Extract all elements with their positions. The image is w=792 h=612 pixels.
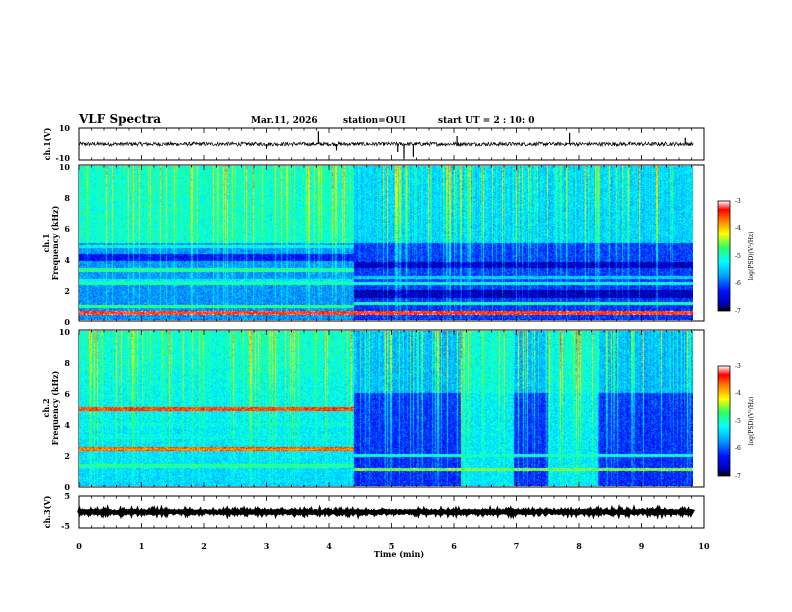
ch2-spectrogram-image (79, 331, 693, 486)
ch2-cb-tick-m5: -5 (735, 418, 741, 425)
x-tick-label-1: 1 (139, 541, 145, 551)
ch1-ytick-top: 10 (59, 123, 71, 133)
ch1-cb-tick-m5: -5 (735, 253, 741, 260)
ch2-spectrogram-ylabel: ch.2 (41, 398, 51, 417)
ch1-cb-tick-m4: -4 (735, 225, 741, 232)
ch2-frequency-label: Frequency (kHz) (50, 370, 60, 445)
ch2-spec-ytick-0: 0 (64, 482, 70, 492)
ch2-spec-ytick-8: 8 (64, 358, 70, 368)
x-tick-label-9: 9 (639, 541, 645, 551)
ch1-colorbar-label: log(PSD)(V²/Hz) (748, 232, 755, 281)
ch3-ytick-top: 5 (64, 491, 70, 501)
ch1-frequency-label: Frequency (kHz) (50, 205, 60, 280)
ch1-spec-ytick-6: 6 (64, 224, 70, 234)
ch1-ytick-bottom: -10 (56, 153, 71, 163)
ch1-spec-ytick-10: 10 (59, 162, 71, 172)
ch1-colorbar (717, 200, 731, 312)
ch1-spec-ytick-8: 8 (64, 193, 70, 203)
ch1-spectrogram-panel: 10 8 6 4 2 0 ch.1 Frequency (kHz) -3 -4 … (41, 162, 755, 327)
ch2-cb-tick-m3: -3 (735, 363, 741, 370)
x-tick-label-4: 4 (326, 541, 332, 551)
ch2-colorbar-label: log(PSD)(V²/Hz) (748, 397, 755, 446)
ch1-cb-tick-m6: -6 (735, 280, 741, 287)
ch1-spectrogram-image (79, 166, 693, 320)
x-tick-label-7: 7 (514, 541, 520, 551)
ch2-cb-tick-m7: -7 (735, 473, 741, 480)
ch2-spectrogram-panel: 10 8 6 4 2 0 ch.2 Frequency (kHz) -3 -4 … (41, 327, 755, 492)
x-tick-label-3: 3 (264, 541, 270, 551)
date-label: Mar.11, 2026 (251, 116, 318, 126)
x-tick-label-2: 2 (201, 541, 207, 551)
x-tick-label-0: 0 (76, 541, 82, 551)
x-tick-label-10: 10 (698, 541, 710, 551)
ch2-cb-tick-m4: -4 (735, 390, 741, 397)
ch2-spectrogram-yticks: 10 8 6 4 2 0 (59, 327, 71, 492)
x-axis-tick-labels: 0 1 2 3 4 5 6 7 8 9 10 (76, 541, 710, 551)
ch2-spec-ytick-2: 2 (64, 451, 70, 461)
ch3-waveform-trace (77, 503, 696, 520)
ch3-waveform-ylabel: ch.3(V) (42, 495, 52, 528)
ch1-spec-ytick-0: 0 (64, 317, 70, 327)
ch2-spec-ytick-4: 4 (64, 420, 70, 430)
x-tick-label-6: 6 (451, 541, 457, 551)
ch3-waveform-plot (77, 503, 696, 520)
ch1-spectrogram-yticks: 10 8 6 4 2 0 (59, 162, 71, 327)
ch1-waveform-trace (78, 140, 694, 148)
ch2-spec-ytick-6: 6 (64, 389, 70, 399)
ch3-ytick-bottom: -5 (61, 521, 70, 531)
ch1-waveform-plot (78, 131, 694, 159)
ch1-waveform-ylabel: ch.1(V) (42, 127, 52, 160)
x-tick-label-5: 5 (389, 541, 395, 551)
ch2-colorbar (717, 365, 731, 477)
ch2-spec-ytick-10: 10 (59, 327, 71, 337)
x-axis-ticks (78, 128, 705, 528)
ch1-spec-ytick-2: 2 (64, 286, 70, 296)
start-ut-label: start UT = 2 : 10: 0 (438, 116, 535, 126)
x-tick-label-8: 8 (576, 541, 582, 551)
figure-title: VLF Spectra (78, 112, 161, 126)
ch1-waveform-panel: 10 -10 ch.1(V) (42, 123, 705, 163)
x-axis-label: Time (min) (374, 549, 424, 559)
ch1-spectrogram-ylabel: ch.1 (41, 233, 51, 252)
ch1-spec-ytick-4: 4 (64, 255, 70, 265)
ch1-cb-tick-m3: -3 (735, 198, 741, 205)
ch1-cb-tick-m7: -7 (735, 308, 741, 315)
ch2-cb-tick-m6: -6 (735, 445, 741, 452)
station-label: station=OUI (343, 116, 406, 126)
